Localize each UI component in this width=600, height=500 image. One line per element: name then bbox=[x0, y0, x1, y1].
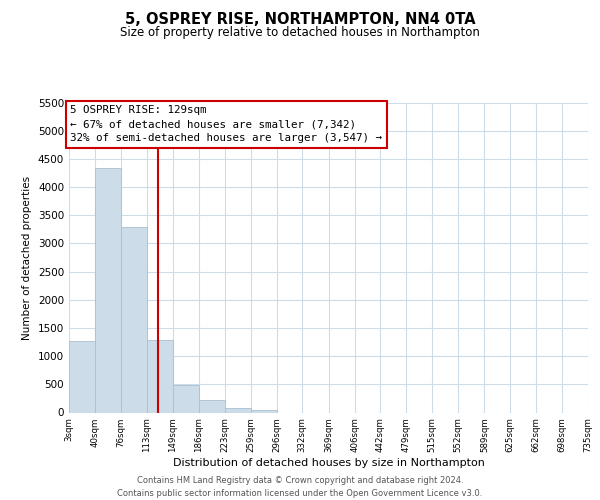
Bar bbox=[147, 340, 173, 412]
Text: 5, OSPREY RISE, NORTHAMPTON, NN4 0TA: 5, OSPREY RISE, NORTHAMPTON, NN4 0TA bbox=[125, 12, 475, 28]
Bar bbox=[95, 168, 121, 412]
Bar bbox=[251, 410, 277, 412]
Bar bbox=[199, 400, 225, 412]
Bar bbox=[69, 341, 95, 412]
Text: 5 OSPREY RISE: 129sqm
← 67% of detached houses are smaller (7,342)
32% of semi-d: 5 OSPREY RISE: 129sqm ← 67% of detached … bbox=[70, 106, 382, 144]
Text: Size of property relative to detached houses in Northampton: Size of property relative to detached ho… bbox=[120, 26, 480, 39]
Bar bbox=[225, 408, 251, 412]
Text: Contains HM Land Registry data © Crown copyright and database right 2024.
Contai: Contains HM Land Registry data © Crown c… bbox=[118, 476, 482, 498]
Bar bbox=[173, 386, 199, 412]
Y-axis label: Number of detached properties: Number of detached properties bbox=[22, 176, 32, 340]
X-axis label: Distribution of detached houses by size in Northampton: Distribution of detached houses by size … bbox=[173, 458, 484, 468]
Bar bbox=[121, 227, 147, 412]
